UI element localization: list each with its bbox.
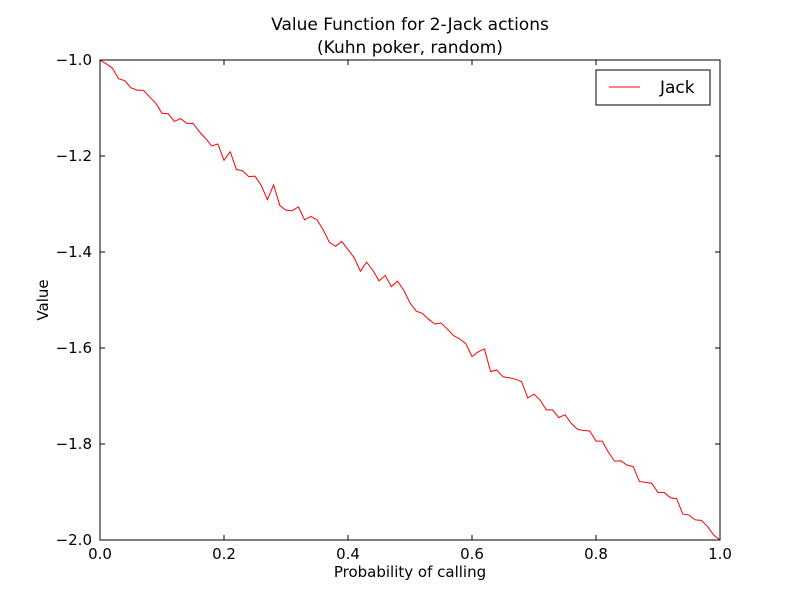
x-axis-label: Probability of calling xyxy=(334,563,486,581)
x-tick-label: 0.4 xyxy=(336,545,360,563)
y-axis: −1.0 −1.2 −1.4 −1.6 −1.8 −2.0 xyxy=(56,51,720,549)
x-tick-label: 0.8 xyxy=(584,545,608,563)
y-tick-label: −1.4 xyxy=(56,243,92,261)
x-tick-label: 1.0 xyxy=(708,545,732,563)
x-axis: 0.0 0.2 0.4 0.6 0.8 1.0 xyxy=(88,60,732,563)
x-tick-label: 0.2 xyxy=(212,545,236,563)
y-tick-label: −2.0 xyxy=(56,531,92,549)
legend-label-jack: Jack xyxy=(659,78,695,98)
y-tick-label: −1.0 xyxy=(56,51,92,69)
y-tick-label: −1.2 xyxy=(56,147,92,165)
x-tick-label: 0.0 xyxy=(88,545,112,563)
y-tick-label: −1.6 xyxy=(56,339,92,357)
chart-subtitle: (Kuhn poker, random) xyxy=(317,38,503,58)
x-tick-label: 0.6 xyxy=(460,545,484,563)
series-layer xyxy=(99,59,721,541)
y-axis-label: Value xyxy=(34,279,52,320)
y-tick-label: −1.8 xyxy=(56,435,92,453)
plot-frame xyxy=(99,59,721,541)
plot-area xyxy=(100,60,720,540)
chart-title: Value Function for 2-Jack actions xyxy=(271,15,549,35)
legend: Jack xyxy=(595,69,711,106)
series-line-jack xyxy=(99,59,721,541)
